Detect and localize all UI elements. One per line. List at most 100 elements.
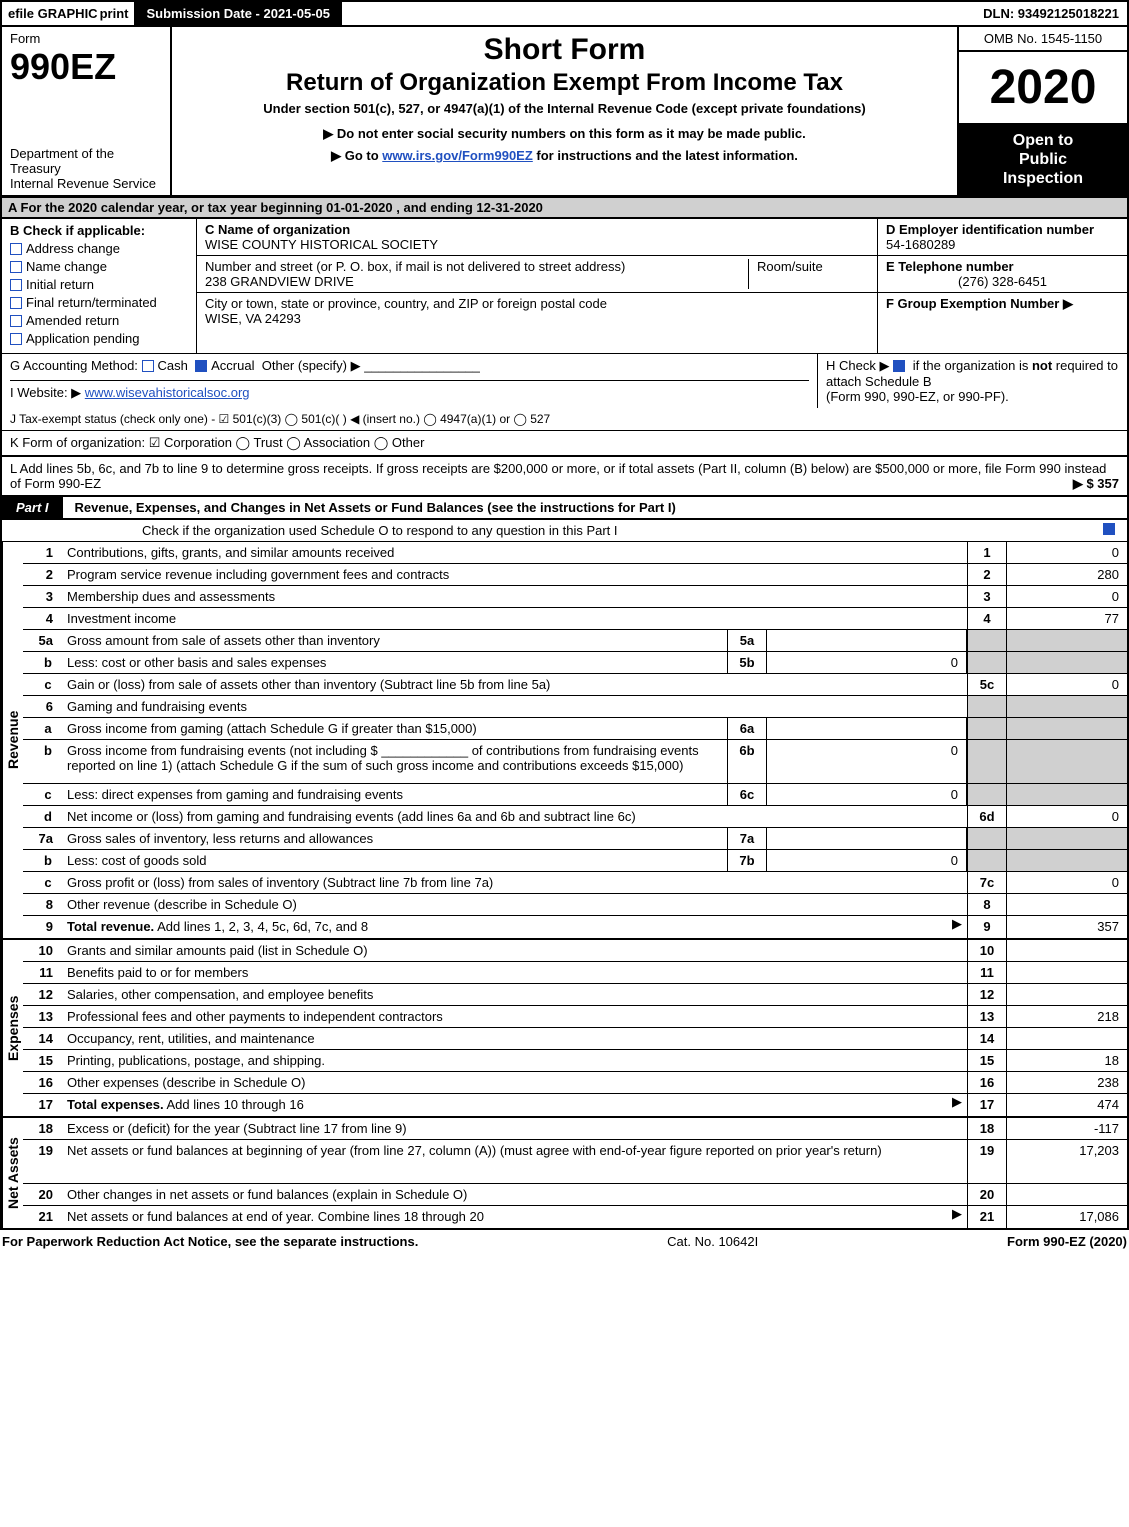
mid-label: 7b <box>727 850 767 871</box>
omb-number: OMB No. 1545-1150 <box>959 27 1127 52</box>
line-description: Total expenses. Add lines 10 through 16 <box>63 1094 947 1116</box>
line-description: Gaming and fundraising events <box>63 696 967 717</box>
checkbox-item: Name change <box>10 259 188 274</box>
line-number: b <box>23 850 63 871</box>
table-row: 1Contributions, gifts, grants, and simil… <box>23 542 1127 564</box>
right-label: 16 <box>967 1072 1007 1093</box>
part1-checkbox[interactable] <box>1103 523 1115 535</box>
expenses-vert: Expenses <box>2 940 23 1116</box>
table-row: bLess: cost or other basis and sales exp… <box>23 652 1127 674</box>
mid-value <box>767 630 967 651</box>
check-icon[interactable] <box>10 261 22 273</box>
table-row: 7aGross sales of inventory, less returns… <box>23 828 1127 850</box>
line-number: 14 <box>23 1028 63 1049</box>
line-number: c <box>23 872 63 893</box>
checkbox-item: Amended return <box>10 313 188 328</box>
subtitle: Under section 501(c), 527, or 4947(a)(1)… <box>182 101 947 116</box>
line-description: Gross sales of inventory, less returns a… <box>63 828 727 849</box>
check-label: Final return/terminated <box>26 295 157 310</box>
right-label: 11 <box>967 962 1007 983</box>
right-value <box>1007 940 1127 961</box>
ssn-warning: ▶ Do not enter social security numbers o… <box>182 126 947 142</box>
line-description: Contributions, gifts, grants, and simila… <box>63 542 967 563</box>
part1-header: Part I Revenue, Expenses, and Changes in… <box>0 496 1129 520</box>
submission-date-badge: Submission Date - 2021-05-05 <box>134 2 342 25</box>
j-tax-exempt: J Tax-exempt status (check only one) - ☑… <box>2 408 1127 431</box>
accrual-checkbox[interactable] <box>195 360 207 372</box>
right-value: 18 <box>1007 1050 1127 1071</box>
cash-checkbox[interactable] <box>142 360 154 372</box>
lower-info: G Accounting Method: Cash Accrual Other … <box>0 353 1129 457</box>
right-value: 0 <box>1007 806 1127 827</box>
line-number: 20 <box>23 1184 63 1205</box>
line-number: 3 <box>23 586 63 607</box>
line-number: b <box>23 652 63 673</box>
line-number: 5a <box>23 630 63 651</box>
right-label <box>967 740 1007 783</box>
right-label: 6d <box>967 806 1007 827</box>
check-icon[interactable] <box>10 315 22 327</box>
right-label: 8 <box>967 894 1007 915</box>
right-label: 20 <box>967 1184 1007 1205</box>
right-value: 474 <box>1007 1094 1127 1116</box>
line-number: 21 <box>23 1206 63 1228</box>
check-icon[interactable] <box>10 243 22 255</box>
line-number: 11 <box>23 962 63 983</box>
right-label: 9 <box>967 916 1007 938</box>
accrual-label: Accrual <box>211 358 254 373</box>
line-description: Less: cost of goods sold <box>63 850 727 871</box>
mid-value: 0 <box>767 784 967 805</box>
netassets-vert: Net Assets <box>2 1118 23 1228</box>
irs-link[interactable]: www.irs.gov/Form990EZ <box>382 148 533 163</box>
right-value <box>1007 962 1127 983</box>
right-label: 3 <box>967 586 1007 607</box>
table-row: 4Investment income477 <box>23 608 1127 630</box>
line-description: Gross profit or (loss) from sales of inv… <box>63 872 967 893</box>
table-row: cGross profit or (loss) from sales of in… <box>23 872 1127 894</box>
table-row: cGain or (loss) from sale of assets othe… <box>23 674 1127 696</box>
table-row: 13Professional fees and other payments t… <box>23 1006 1127 1028</box>
phone-hdr: E Telephone number <box>886 259 1119 274</box>
table-row: 14Occupancy, rent, utilities, and mainte… <box>23 1028 1127 1050</box>
part1-table: Revenue 1Contributions, gifts, grants, a… <box>0 542 1129 1230</box>
right-value: 77 <box>1007 608 1127 629</box>
check-icon[interactable] <box>10 279 22 291</box>
check-icon[interactable] <box>10 297 22 309</box>
footer-right: Form 990-EZ (2020) <box>1007 1234 1127 1249</box>
line-number: c <box>23 784 63 805</box>
open1: Open to <box>965 131 1121 150</box>
line-number: 2 <box>23 564 63 585</box>
line-description: Other expenses (describe in Schedule O) <box>63 1072 967 1093</box>
page-footer: For Paperwork Reduction Act Notice, see … <box>0 1230 1129 1253</box>
footer-right-form: 990-EZ <box>1043 1234 1086 1249</box>
h-checkbox[interactable] <box>893 360 905 372</box>
check-label: Application pending <box>26 331 139 346</box>
section-h: H Check ▶ if the organization is not req… <box>817 354 1127 408</box>
right-value <box>1007 1184 1127 1205</box>
footer-left: For Paperwork Reduction Act Notice, see … <box>2 1234 418 1249</box>
addr-hdr: Number and street (or P. O. box, if mail… <box>205 259 740 274</box>
dept-line2: Internal Revenue Service <box>10 176 162 191</box>
line-number: d <box>23 806 63 827</box>
check-icon[interactable] <box>10 333 22 345</box>
footer-center: Cat. No. 10642I <box>418 1234 1007 1249</box>
line-number: 15 <box>23 1050 63 1071</box>
checkbox-item: Address change <box>10 241 188 256</box>
table-row: bLess: cost of goods sold7b0 <box>23 850 1127 872</box>
form-word: Form <box>10 31 162 46</box>
right-value <box>1007 850 1127 871</box>
print-link[interactable]: print <box>100 6 129 21</box>
footer-right-post: (2020) <box>1086 1234 1127 1249</box>
line-description: Net income or (loss) from gaming and fun… <box>63 806 967 827</box>
city-hdr: City or town, state or province, country… <box>205 296 869 311</box>
phone-value: (276) 328-6451 <box>886 274 1119 289</box>
line-number: 17 <box>23 1094 63 1116</box>
mid-label: 6c <box>727 784 767 805</box>
ein-hdr: D Employer identification number <box>886 222 1119 237</box>
table-row: 21Net assets or fund balances at end of … <box>23 1206 1127 1228</box>
g-label: G Accounting Method: <box>10 358 138 373</box>
right-value <box>1007 784 1127 805</box>
right-label: 12 <box>967 984 1007 1005</box>
website-link[interactable]: www.wisevahistoricalsoc.org <box>85 385 250 400</box>
mid-label: 6b <box>727 740 767 783</box>
